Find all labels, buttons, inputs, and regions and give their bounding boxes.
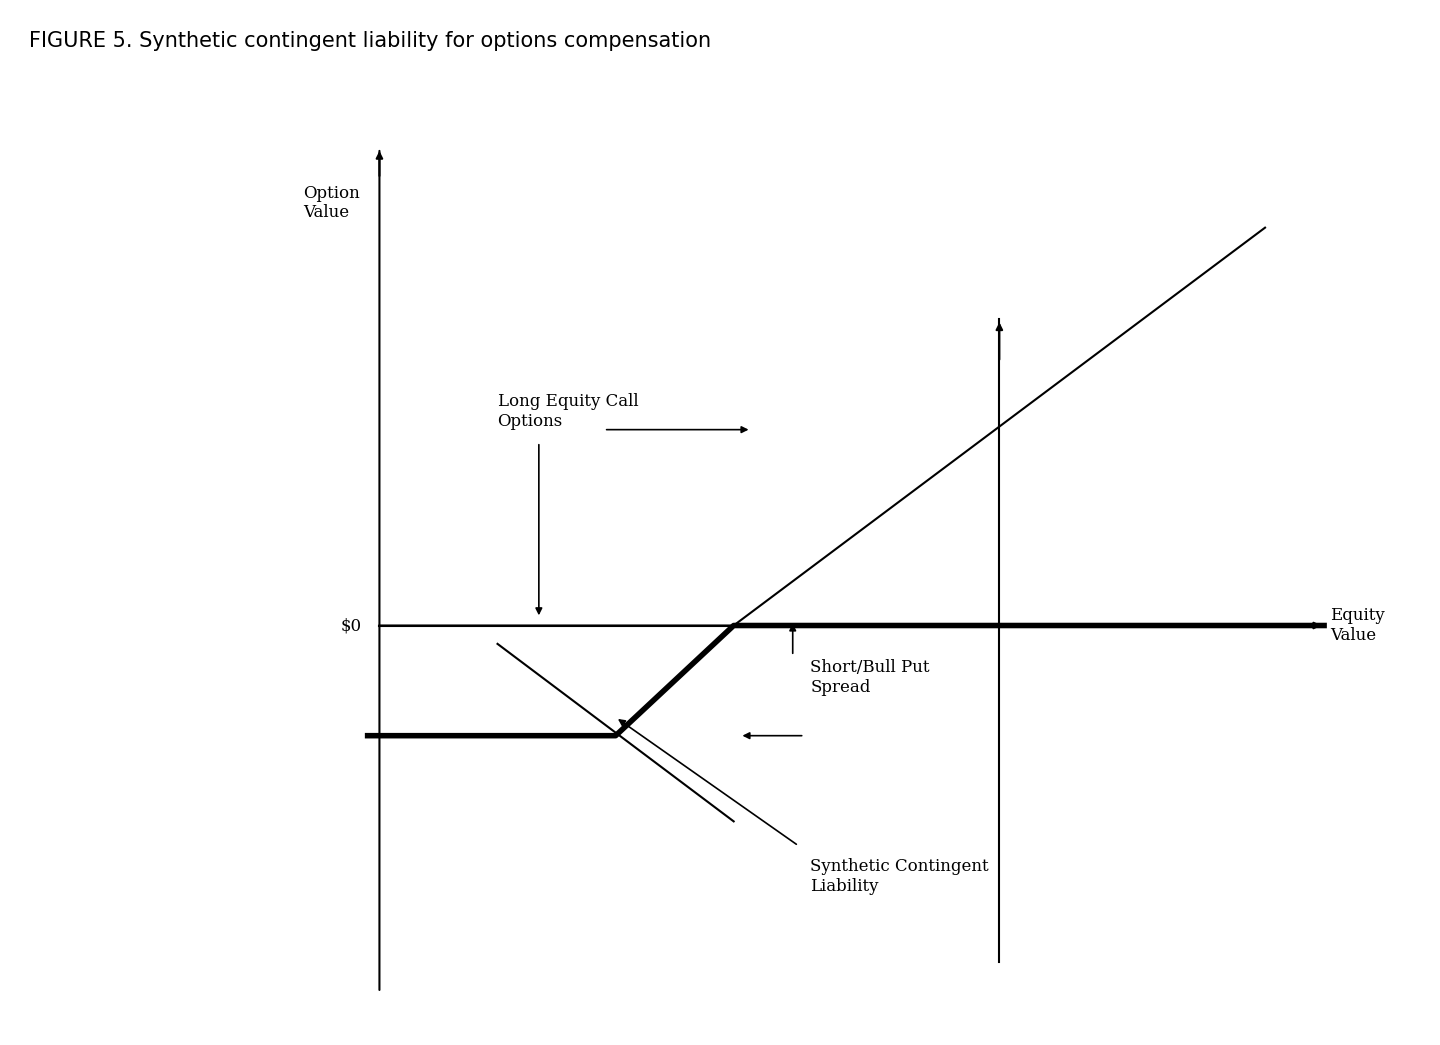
Text: Long Equity Call
Options: Long Equity Call Options: [498, 393, 638, 429]
Text: $0: $0: [341, 617, 361, 634]
Text: FIGURE 5. Synthetic contingent liability for options compensation: FIGURE 5. Synthetic contingent liability…: [29, 31, 711, 51]
Text: Option
Value: Option Value: [302, 185, 360, 222]
Text: Short/Bull Put
Spread: Short/Bull Put Spread: [811, 659, 930, 696]
Text: Synthetic Contingent
Liability: Synthetic Contingent Liability: [811, 858, 989, 895]
Text: Equity
Value: Equity Value: [1331, 607, 1385, 644]
